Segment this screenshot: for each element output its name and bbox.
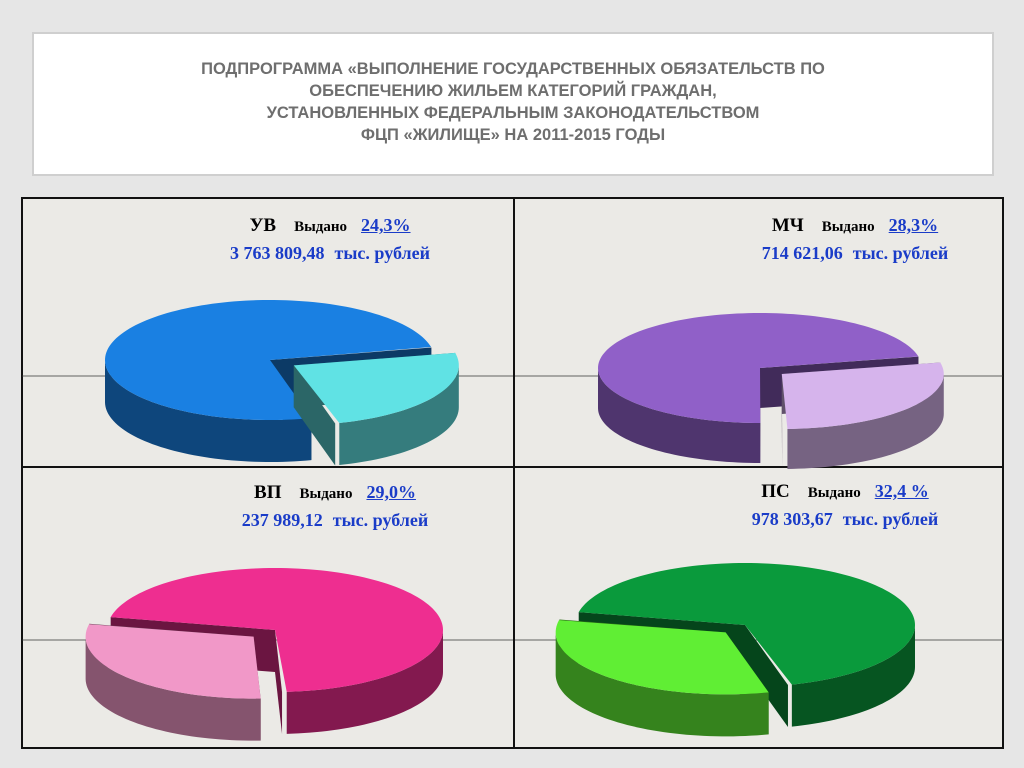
- unit: тыс. рублей: [334, 243, 430, 263]
- chart-caption: УВ Выдано 24,3% 3 763 809,48 тыс. рублей: [180, 212, 480, 266]
- slice-top: [578, 563, 915, 685]
- slice-top: [105, 300, 432, 420]
- amount: 714 621,06: [761, 243, 843, 263]
- caption-line: ВП Выдано 29,0%: [185, 479, 485, 507]
- chart-label: Выдано: [294, 219, 348, 235]
- caption-line: ПС Выдано 32,4 %: [695, 478, 995, 506]
- pie-slice: [781, 362, 944, 469]
- caption-line: УВ Выдано 24,3%: [180, 212, 480, 240]
- value-label: 28,3%: [888, 215, 939, 235]
- chart-title: МЧ: [771, 215, 804, 236]
- slice-wall: [787, 373, 944, 469]
- amount: 978 303,67: [751, 509, 833, 529]
- unit: тыс. рублей: [332, 510, 429, 530]
- caption-line: 3 763 809,48 тыс. рублей: [180, 240, 480, 266]
- pie-slice: [293, 352, 459, 466]
- slice-wall: [555, 633, 769, 737]
- chart-label: Выдано: [821, 219, 875, 235]
- value-label: 24,3%: [361, 215, 411, 235]
- pie-slice: [85, 623, 261, 741]
- title-box: ПОДПРОГРАММА «ВЫПОЛНЕНИЕ ГОСУДАРСТВЕННЫХ…: [32, 32, 994, 176]
- chart-title: ВП: [254, 482, 282, 503]
- slice-top: [555, 620, 769, 695]
- chart-caption: МЧ Выдано 28,3% 714 621,06 тыс. рублей: [705, 212, 1005, 266]
- slice-edge: [293, 365, 336, 466]
- caption-line: 714 621,06 тыс. рублей: [705, 240, 1005, 266]
- value-label: 29,0%: [366, 482, 416, 502]
- title-line: ФЦП «ЖИЛИЩЕ» НА 2011-2015 ГОДЫ: [360, 126, 666, 144]
- slice-wall: [339, 365, 459, 466]
- slice-top: [598, 313, 919, 423]
- slice-top: [293, 352, 459, 424]
- slice-wall: [105, 360, 312, 462]
- unit: тыс. рублей: [852, 243, 949, 263]
- slice-wall: [791, 625, 915, 727]
- slice-wall: [286, 630, 443, 734]
- chart-label: Выдано: [807, 485, 861, 501]
- slice-top: [110, 568, 443, 692]
- title-line: ПОДПРОГРАММА «ВЫПОЛНЕНИЕ ГОСУДАРСТВЕННЫХ…: [201, 60, 825, 78]
- title: ПОДПРОГРАММА «ВЫПОЛНЕНИЕ ГОСУДАРСТВЕННЫХ…: [34, 58, 992, 146]
- chart-label: Выдано: [299, 486, 353, 502]
- slice-top: [781, 362, 944, 429]
- caption-line: 978 303,67 тыс. рублей: [695, 506, 995, 532]
- slice-wall: [85, 637, 261, 741]
- chart-caption: ПС Выдано 32,4 % 978 303,67 тыс. рублей: [695, 478, 995, 532]
- chart-title: УВ: [249, 215, 277, 236]
- slice-edge: [275, 630, 283, 734]
- caption-line: 237 989,12 тыс. рублей: [185, 507, 485, 533]
- pie-slice: [555, 619, 769, 737]
- slice-top: [85, 624, 261, 699]
- unit: тыс. рублей: [842, 509, 939, 529]
- caption-line: МЧ Выдано 28,3%: [705, 212, 1005, 240]
- title-line: УСТАНОВЛЕННЫХ ФЕДЕРАЛЬНЫМ ЗАКОНОДАТЕЛЬСТ…: [266, 104, 760, 122]
- slice-wall: [598, 368, 761, 463]
- amount: 3 763 809,48: [230, 243, 325, 263]
- amount: 237 989,12: [241, 510, 323, 530]
- value-label: 32,4 %: [874, 481, 929, 501]
- title-line: ОБЕСПЕЧЕНИЮ ЖИЛЬЕМ КАТЕГОРИЙ ГРАЖДАН,: [309, 82, 717, 100]
- chart-title: ПС: [761, 481, 790, 502]
- chart-caption: ВП Выдано 29,0% 237 989,12 тыс. рублей: [185, 479, 485, 533]
- slice-edge: [745, 625, 788, 727]
